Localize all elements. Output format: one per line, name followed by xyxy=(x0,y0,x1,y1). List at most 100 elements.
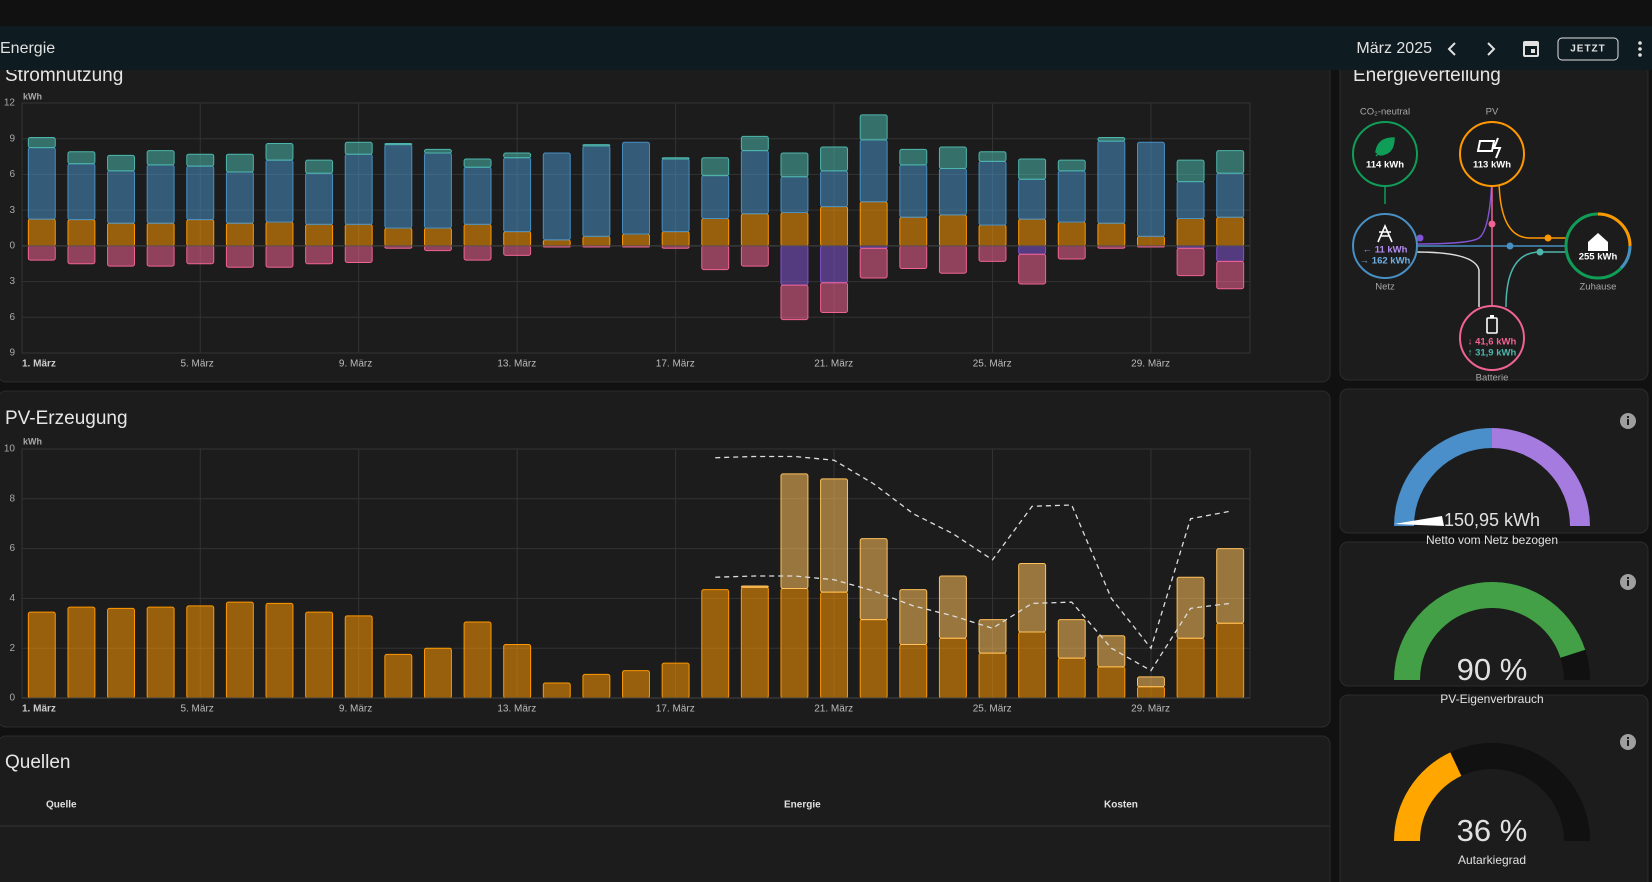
card-title: Stromnutzung xyxy=(5,65,123,86)
now-button-label[interactable]: JETZT xyxy=(1570,44,1606,55)
bar-segment xyxy=(1018,245,1047,255)
bar-segment xyxy=(384,142,413,146)
bar-segment xyxy=(859,114,888,141)
flow-lines xyxy=(1384,176,1567,308)
bar-segment xyxy=(780,284,809,321)
calendar-button[interactable] xyxy=(1523,41,1539,57)
period: März 2025 xyxy=(1356,40,1432,57)
bar-segment xyxy=(859,201,888,247)
bar-segment xyxy=(780,176,809,214)
bar-segment xyxy=(344,153,373,225)
bar-segment xyxy=(423,148,452,154)
bar-segment xyxy=(67,245,96,265)
bar-segment xyxy=(1216,260,1245,290)
bar-segment xyxy=(146,150,175,166)
card-title: Quellen xyxy=(5,752,71,773)
node-label: Netz xyxy=(1375,282,1395,293)
node-netz xyxy=(1352,213,1418,279)
bar-segment xyxy=(225,245,254,268)
bar-segment xyxy=(978,245,1007,262)
bar-segment xyxy=(463,223,492,247)
node-pv xyxy=(1459,121,1525,187)
bar-segment xyxy=(938,214,967,247)
gauge-bar xyxy=(1394,582,1586,680)
status-bar xyxy=(0,0,1652,26)
bar-segment xyxy=(661,157,690,160)
column-header: Kosten xyxy=(1104,800,1138,811)
bar-segment xyxy=(384,227,413,247)
header-title: Energie xyxy=(0,40,55,57)
bar-segment xyxy=(542,239,571,247)
bar-segment xyxy=(503,152,532,159)
info-icons[interactable] xyxy=(1620,413,1636,750)
bar-segment xyxy=(622,233,650,247)
bar-segment xyxy=(1176,637,1205,699)
y-tick-label: 2 xyxy=(9,643,15,654)
bar-segment xyxy=(740,245,769,267)
unit: kWh xyxy=(23,436,42,446)
node-label: Zuhause xyxy=(1580,282,1617,293)
bar-segment xyxy=(503,157,532,233)
bar-segment xyxy=(542,682,571,699)
y-tick-label: 3 xyxy=(9,276,15,287)
bar-segment xyxy=(740,150,769,215)
bar-segment xyxy=(899,643,928,699)
bar-segment xyxy=(1018,178,1047,220)
bar-segment xyxy=(978,151,1007,162)
bar-segment xyxy=(780,245,809,286)
bar-segment xyxy=(305,611,334,699)
y-tick-label: 12 xyxy=(4,98,16,109)
bar-segment xyxy=(1176,181,1205,219)
bar-segment xyxy=(622,670,650,699)
bar-segment xyxy=(938,167,967,216)
bar-segment xyxy=(344,141,373,155)
bar-segment xyxy=(27,147,56,220)
bar-segment xyxy=(899,164,928,218)
bar-segment xyxy=(27,218,56,247)
bar-segment xyxy=(1097,666,1126,699)
x-tick-label: 25. März xyxy=(973,704,1012,715)
bar-segment xyxy=(899,589,928,645)
bar-segment xyxy=(1018,218,1047,247)
bar-segment xyxy=(1136,686,1165,699)
gauge-bar xyxy=(1394,752,1462,841)
x-tick-label: 1. März xyxy=(22,704,56,715)
y-tick-label: 9 xyxy=(9,348,15,359)
y-tick-label: 4 xyxy=(9,593,15,604)
menu-button[interactable] xyxy=(1638,41,1642,57)
bar-segment xyxy=(978,652,1007,699)
bar-segment xyxy=(701,157,730,177)
x-tick-label: 5. März xyxy=(180,704,213,715)
bar-segment xyxy=(1216,172,1245,218)
node-label: CO₂-neutral xyxy=(1360,107,1410,118)
bar-segment xyxy=(820,282,849,314)
bar-segment xyxy=(582,235,611,247)
bar-segment xyxy=(1057,657,1086,699)
gauge-label: Netto vom Netz bezogen xyxy=(1426,533,1558,547)
bar-segment xyxy=(344,245,373,264)
next-button[interactable] xyxy=(1487,42,1496,56)
column-header: Quelle xyxy=(46,800,77,811)
bar-segment xyxy=(1136,141,1165,237)
column-header: Energie xyxy=(784,800,821,811)
x-tick-label: 1. März xyxy=(22,359,56,370)
bar-segment xyxy=(1136,235,1165,247)
bar-segment xyxy=(582,145,611,237)
bar-segment xyxy=(186,153,215,167)
x-tick-label: 9. März xyxy=(339,359,372,370)
bar-segment xyxy=(740,135,769,152)
bar-segment xyxy=(1097,635,1126,668)
bar-segment xyxy=(1018,158,1047,180)
bar-segment xyxy=(27,137,56,149)
x-tick-label: 5. März xyxy=(180,359,213,370)
bar-segment xyxy=(186,219,215,247)
bar-segment xyxy=(938,575,967,639)
bar-segment xyxy=(344,223,373,247)
prev-button[interactable] xyxy=(1447,42,1456,56)
now-button[interactable] xyxy=(1557,37,1619,61)
bar-segment xyxy=(463,621,492,699)
bar-segment xyxy=(146,606,175,699)
bar-segment xyxy=(899,245,928,269)
y-tick-label: 3 xyxy=(9,205,15,216)
